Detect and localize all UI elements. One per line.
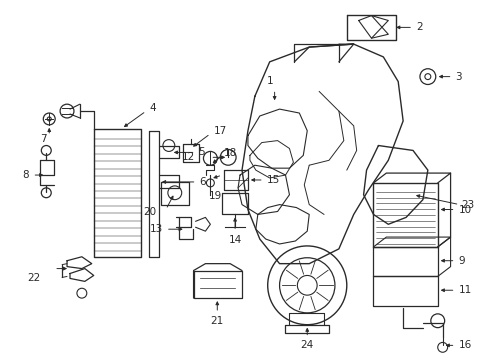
Text: 17: 17 <box>213 126 226 136</box>
Text: 16: 16 <box>457 340 471 350</box>
Text: 5: 5 <box>198 147 205 157</box>
Text: 6: 6 <box>199 177 206 187</box>
Text: 14: 14 <box>228 235 241 245</box>
Text: 23: 23 <box>460 200 474 210</box>
Text: 8: 8 <box>22 170 29 180</box>
Text: 13: 13 <box>150 224 163 234</box>
Text: 1: 1 <box>266 76 272 86</box>
Text: 24: 24 <box>300 341 313 351</box>
Text: 4: 4 <box>149 103 155 113</box>
Text: 19: 19 <box>208 191 222 201</box>
Text: 15: 15 <box>266 175 279 185</box>
Text: 3: 3 <box>454 72 461 82</box>
Text: 10: 10 <box>457 205 470 215</box>
Text: 22: 22 <box>28 273 41 283</box>
Text: 7: 7 <box>40 134 47 144</box>
Text: 11: 11 <box>457 285 471 295</box>
Text: 18: 18 <box>224 149 237 159</box>
Text: 20: 20 <box>143 207 156 217</box>
Text: 9: 9 <box>457 256 464 266</box>
Text: 21: 21 <box>210 316 224 326</box>
Text: 12: 12 <box>182 152 195 162</box>
Text: 2: 2 <box>415 22 422 32</box>
